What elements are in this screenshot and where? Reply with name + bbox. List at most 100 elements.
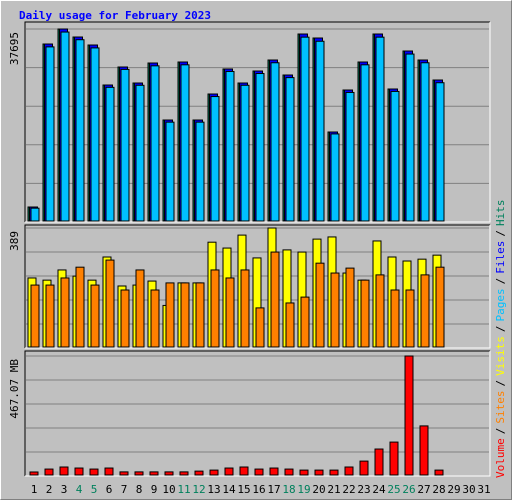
- x-tick-label: 16: [252, 483, 265, 496]
- bar: [29, 471, 39, 476]
- legend-separator: /: [494, 428, 507, 435]
- x-tick-label: 17: [267, 483, 280, 496]
- x-tick-label: 9: [151, 483, 158, 496]
- bar: [360, 279, 370, 348]
- x-tick-label: 12: [192, 483, 205, 496]
- bar: [285, 302, 295, 348]
- bar: [239, 466, 249, 476]
- bar: [360, 64, 370, 222]
- x-tick-label: 22: [342, 483, 355, 496]
- bar: [255, 307, 265, 348]
- x-tick-label: 4: [76, 483, 83, 496]
- x-tick-label: 18: [282, 483, 295, 496]
- bar: [284, 468, 294, 476]
- bar: [119, 471, 129, 476]
- bar: [135, 269, 145, 348]
- bar: [224, 467, 234, 476]
- bar: [300, 36, 310, 222]
- legend-entry: Sites: [494, 391, 507, 424]
- bar: [209, 469, 219, 476]
- bar: [225, 70, 235, 222]
- bar: [179, 471, 189, 476]
- bar: [75, 39, 85, 222]
- bar: [374, 448, 384, 476]
- bar: [164, 471, 174, 476]
- bar: [390, 90, 400, 222]
- bar: [210, 96, 220, 222]
- legend: Volume / Sites / Visits / Pages / Files / Hits: [494, 200, 507, 479]
- legend-entry: Pages: [494, 288, 507, 321]
- bar: [60, 277, 70, 348]
- x-tick-label: 2: [46, 483, 53, 496]
- plot-bevel: [25, 225, 491, 349]
- bar: [60, 31, 70, 222]
- bar: [419, 425, 429, 476]
- bar: [225, 277, 235, 348]
- bar: [420, 274, 430, 348]
- bar: [434, 469, 444, 476]
- bar: [329, 469, 339, 476]
- bar: [345, 267, 355, 348]
- bar: [299, 469, 309, 476]
- legend-entry: Volume: [494, 438, 507, 478]
- x-tick-label: 26: [402, 483, 415, 496]
- bar: [105, 259, 115, 348]
- bar: [30, 284, 40, 348]
- bar: [134, 471, 144, 476]
- bar: [420, 62, 430, 222]
- bar: [254, 468, 264, 476]
- x-tick-label: 1: [31, 483, 38, 496]
- bar: [74, 467, 84, 476]
- bar: [375, 274, 385, 348]
- plot-bevel: [24, 21, 490, 222]
- x-tick-label: 20: [312, 483, 325, 496]
- x-tick-label: 10: [162, 483, 175, 496]
- x-tick-label: 30: [462, 483, 475, 496]
- x-tick-label: 23: [357, 483, 370, 496]
- bar: [150, 289, 160, 348]
- y-tick-label: 389: [8, 231, 21, 251]
- bar: [435, 82, 445, 222]
- bar: [104, 467, 114, 476]
- bar: [405, 53, 415, 222]
- legend-entry: Files: [494, 241, 507, 274]
- plot-bevel: [25, 22, 491, 223]
- bar: [269, 467, 279, 476]
- bar: [375, 36, 385, 222]
- bar: [44, 468, 54, 476]
- x-tick-label: 7: [121, 483, 128, 496]
- bar: [315, 40, 325, 222]
- bar: [90, 284, 100, 348]
- x-tick-label: 31: [477, 483, 490, 496]
- x-tick-label: 25: [387, 483, 400, 496]
- bar: [314, 469, 324, 476]
- bar: [45, 46, 55, 222]
- bar: [180, 64, 190, 222]
- bar: [89, 468, 99, 476]
- x-tick-label: 21: [327, 483, 340, 496]
- bar: [195, 121, 205, 222]
- bar: [150, 65, 160, 222]
- bar: [300, 296, 310, 348]
- x-tick-label: 15: [237, 483, 250, 496]
- bar: [59, 466, 69, 476]
- x-tick-label: 19: [297, 483, 310, 496]
- bar: [135, 84, 145, 222]
- bar: [240, 269, 250, 348]
- bar: [30, 207, 40, 222]
- bar: [180, 282, 190, 348]
- bar: [195, 282, 205, 348]
- bar: [285, 77, 295, 222]
- legend-separator: /: [494, 380, 507, 387]
- bar: [255, 73, 265, 222]
- bar: [120, 289, 130, 348]
- bar: [330, 272, 340, 348]
- bar: [404, 355, 414, 476]
- bar: [75, 266, 85, 348]
- x-tick-label: 11: [177, 483, 190, 496]
- y-tick-label: 37695: [8, 32, 21, 65]
- bar: [105, 86, 115, 222]
